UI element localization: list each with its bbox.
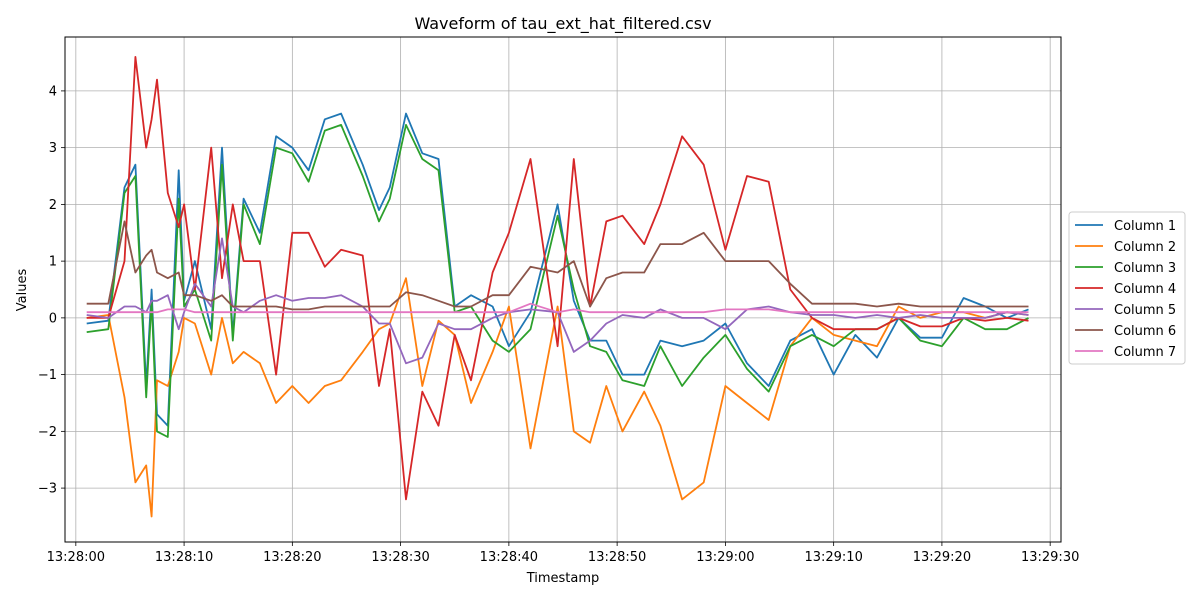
legend-entry-label: Column 2 bbox=[1114, 240, 1176, 255]
series-line-3 bbox=[86, 124, 1029, 438]
y-tick-label: 1 bbox=[49, 255, 57, 270]
series-lines bbox=[86, 56, 1029, 518]
x-tick-label: 13:28:00 bbox=[47, 550, 105, 565]
x-axis-label: Timestamp bbox=[526, 571, 600, 586]
series-line-2 bbox=[86, 277, 1029, 518]
x-tick-label: 13:29:30 bbox=[1021, 550, 1079, 565]
legend: Column 1 Column 2 Column 3 Column 4 Column 5… bbox=[1068, 211, 1186, 365]
x-tick-label: 13:29:00 bbox=[696, 550, 754, 565]
legend-entry-label: Column 1 bbox=[1114, 219, 1176, 234]
series-line-6 bbox=[86, 220, 1029, 311]
legend-entry-label: Column 4 bbox=[1114, 282, 1176, 297]
x-tick-label: 13:28:20 bbox=[263, 550, 321, 565]
series-line-4 bbox=[86, 56, 1029, 501]
x-axis-ticks: 13:28:00 13:28:10 13:28:20 13:28:30 13:28:40… bbox=[47, 542, 1079, 565]
y-axis-ticks: −3 −2 −1 0 1 2 3 4 bbox=[38, 84, 65, 497]
y-tick-label: 3 bbox=[49, 141, 57, 156]
x-tick-label: 13:28:50 bbox=[588, 550, 646, 565]
y-tick-label: −1 bbox=[38, 368, 57, 383]
legend-box bbox=[1068, 211, 1186, 365]
y-axis-label: Values bbox=[15, 269, 30, 312]
x-tick-label: 13:29:20 bbox=[913, 550, 971, 565]
x-tick-label: 13:28:10 bbox=[155, 550, 213, 565]
x-tick-label: 13:28:40 bbox=[480, 550, 538, 565]
y-tick-label: 0 bbox=[49, 311, 57, 326]
y-tick-label: 4 bbox=[49, 84, 57, 99]
legend-entry-label: Column 3 bbox=[1114, 261, 1176, 276]
x-tick-label: 13:29:10 bbox=[804, 550, 862, 565]
series-line-7 bbox=[86, 302, 1029, 314]
y-tick-label: 2 bbox=[49, 198, 57, 213]
series-line-5 bbox=[86, 237, 1029, 365]
chart-title: Waveform of tau_ext_hat_filtered.csv bbox=[414, 14, 711, 34]
legend-entry-label: Column 6 bbox=[1114, 324, 1176, 339]
legend-entry-label: Column 5 bbox=[1114, 303, 1176, 318]
series-line-1 bbox=[86, 112, 1029, 427]
y-tick-label: −2 bbox=[38, 425, 57, 440]
legend-entry-label: Column 7 bbox=[1114, 345, 1176, 360]
plot-frame bbox=[64, 36, 1062, 543]
x-tick-label: 13:28:30 bbox=[371, 550, 429, 565]
y-tick-label: −3 bbox=[38, 482, 57, 497]
